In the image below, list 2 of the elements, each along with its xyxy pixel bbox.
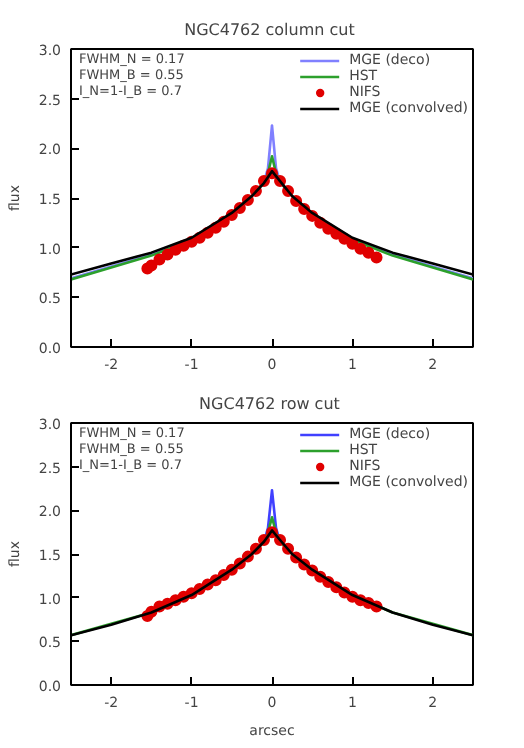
chart-title: NGC4762 row cut: [199, 395, 340, 413]
chart-title: NGC4762 column cut: [184, 21, 355, 39]
